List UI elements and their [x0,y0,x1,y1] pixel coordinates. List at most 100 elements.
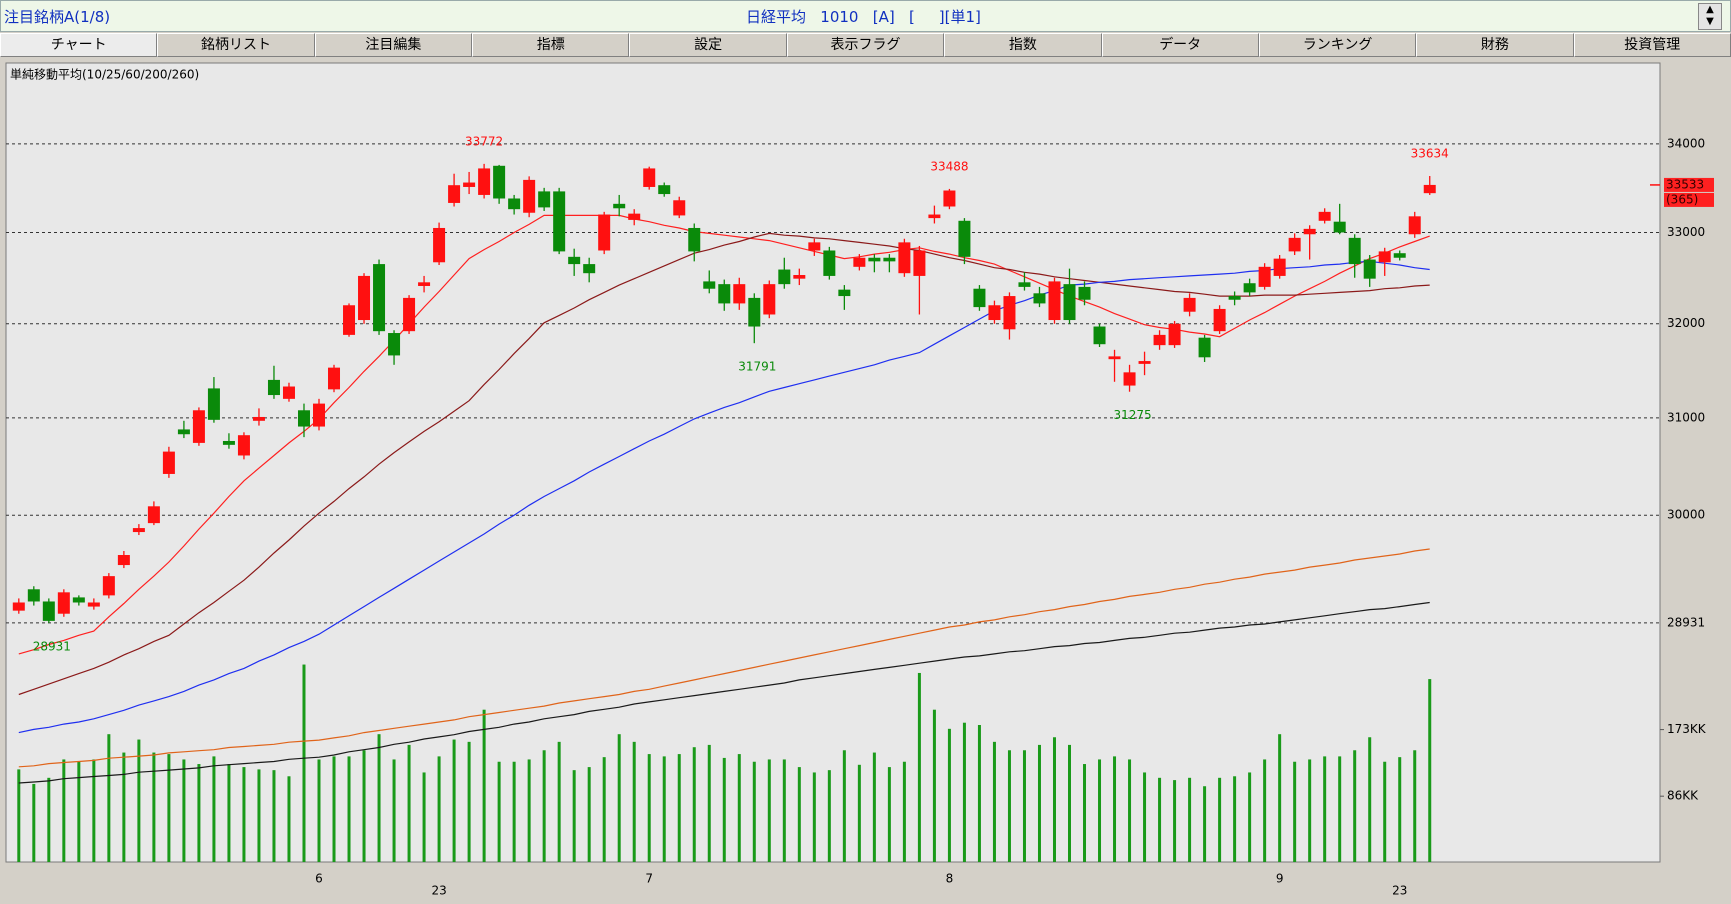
volume-bar [242,767,246,862]
candle-body [102,576,115,596]
volume-bar [362,750,366,862]
tab[interactable]: 表示フラグ [786,33,945,57]
volume-bar [137,739,141,862]
candle-body [748,297,761,327]
volume-bar [1233,776,1237,862]
candle-body [237,435,250,456]
tab[interactable]: チャート [0,33,158,57]
tab[interactable]: 設定 [629,33,787,57]
volume-bar [1083,764,1087,862]
candle-body [958,220,971,257]
volume-bar [767,759,771,862]
y-tick-label: 33000 [1667,225,1705,239]
candle-body [1378,251,1391,263]
candle-body [1243,283,1256,293]
volume-bar [602,757,606,862]
tab[interactable]: 投資管理 [1573,33,1731,57]
volume-bar [632,741,636,862]
volume-bar [572,770,576,862]
candle-body [808,242,821,251]
candle-body [343,305,356,335]
candle-body [463,182,476,187]
candle-body [1123,372,1136,386]
candle-body [508,198,521,210]
spin-button[interactable]: ▲ ▼ [1698,3,1722,30]
candle-body [553,191,566,252]
volume-bar [422,772,426,862]
volume-bar [1203,786,1207,862]
x-tick-label: 8 [946,872,954,886]
volume-bar [302,664,306,862]
candle-body [207,388,220,420]
volume-bar [257,769,261,862]
high-label: 33488 [930,159,968,173]
volume-bar [1293,761,1297,862]
candle-body [12,602,25,611]
candle-body [252,416,265,421]
candle-body [898,242,911,274]
y-tick-label: 32000 [1667,316,1705,330]
candle-body [613,203,626,209]
candle-body [493,165,506,199]
volume-bar [467,741,471,862]
candle-body [988,305,1001,321]
candle-body [928,214,941,219]
volume-bar [197,764,201,862]
candle-body [1423,184,1436,194]
volume-bar [212,756,216,862]
candle-body [1348,237,1361,265]
watchlist-label[interactable]: 注目銘柄A(1/8) [4,8,111,26]
candle-body [72,597,85,603]
volume-bar [812,772,816,862]
candle-body [523,179,536,213]
volume-bar [1248,772,1252,862]
volume-bar [482,709,486,862]
candle-body [883,257,896,262]
volume-bar [1263,759,1267,862]
volume-bar [437,756,441,862]
tab[interactable]: 指数 [944,33,1102,57]
candle-body [297,410,310,427]
volume-bar [47,777,51,862]
candle-body [733,284,746,304]
candle-body [763,284,776,315]
tab[interactable]: 指標 [472,33,630,57]
candle-body [973,288,986,308]
volume-bar [1383,761,1387,862]
tab[interactable]: ランキング [1258,33,1417,57]
volume-bar [842,750,846,862]
volume-bar [92,759,96,862]
moving-average-line [18,548,1430,768]
volume-bar [1022,750,1026,862]
volume-bar [857,764,861,862]
candle-body [1303,228,1316,235]
tab[interactable]: 注目編集 [314,33,473,57]
candle-body [1333,221,1346,233]
volume-bar [1308,759,1312,862]
volume-bar [887,767,891,862]
candle-body [282,386,295,399]
tab[interactable]: 財務 [1416,33,1574,57]
candle-body [177,429,190,435]
volume-bar [122,752,126,862]
volume-bar [917,672,921,862]
volume-bar [797,767,801,862]
candle-body [913,250,926,276]
candle-body [868,257,881,262]
volume-bar [1143,772,1147,862]
volume-bar [227,764,231,862]
tab[interactable]: データ [1101,33,1259,57]
low-label: 31275 [1113,408,1151,422]
candle-body [403,297,416,332]
x-tick-label: 9 [1276,872,1284,886]
candle-body [583,264,596,274]
candle-body [838,289,851,297]
candle-body [162,451,175,474]
volume-bar [377,734,381,862]
candle-body [1258,266,1271,287]
volume-bar [512,761,516,862]
candle-body [132,528,145,533]
candle-body [1213,308,1226,332]
tab[interactable]: 銘柄リスト [157,33,315,57]
